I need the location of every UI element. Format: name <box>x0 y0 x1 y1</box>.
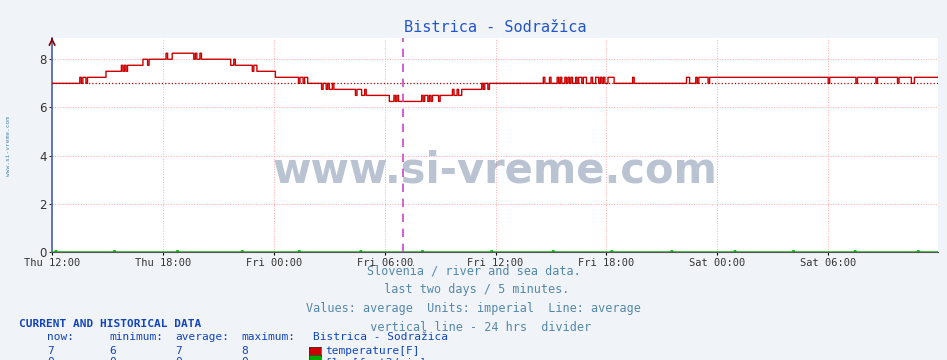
Text: flow[foot3/min]: flow[foot3/min] <box>325 357 426 360</box>
Text: Values: average  Units: imperial  Line: average: Values: average Units: imperial Line: av… <box>306 302 641 315</box>
Text: Bistrica - Sodražica: Bistrica - Sodražica <box>313 332 448 342</box>
Text: 7: 7 <box>47 346 54 356</box>
Text: 0: 0 <box>47 357 54 360</box>
Text: 6: 6 <box>109 346 116 356</box>
Text: temperature[F]: temperature[F] <box>325 346 420 356</box>
Text: minimum:: minimum: <box>109 332 163 342</box>
Text: vertical line - 24 hrs  divider: vertical line - 24 hrs divider <box>356 321 591 334</box>
Text: 0: 0 <box>109 357 116 360</box>
Title: Bistrica - Sodražica: Bistrica - Sodražica <box>403 20 586 35</box>
Text: www.si-vreme.com: www.si-vreme.com <box>6 116 11 176</box>
Text: 7: 7 <box>175 346 182 356</box>
Text: maximum:: maximum: <box>241 332 295 342</box>
Text: 8: 8 <box>241 346 248 356</box>
Text: average:: average: <box>175 332 229 342</box>
Text: 0: 0 <box>241 357 248 360</box>
Text: Slovenia / river and sea data.: Slovenia / river and sea data. <box>366 265 581 278</box>
Text: now:: now: <box>47 332 75 342</box>
Text: 0: 0 <box>175 357 182 360</box>
Text: last two days / 5 minutes.: last two days / 5 minutes. <box>377 283 570 296</box>
Text: CURRENT AND HISTORICAL DATA: CURRENT AND HISTORICAL DATA <box>19 319 201 329</box>
Text: www.si-vreme.com: www.si-vreme.com <box>273 150 717 192</box>
